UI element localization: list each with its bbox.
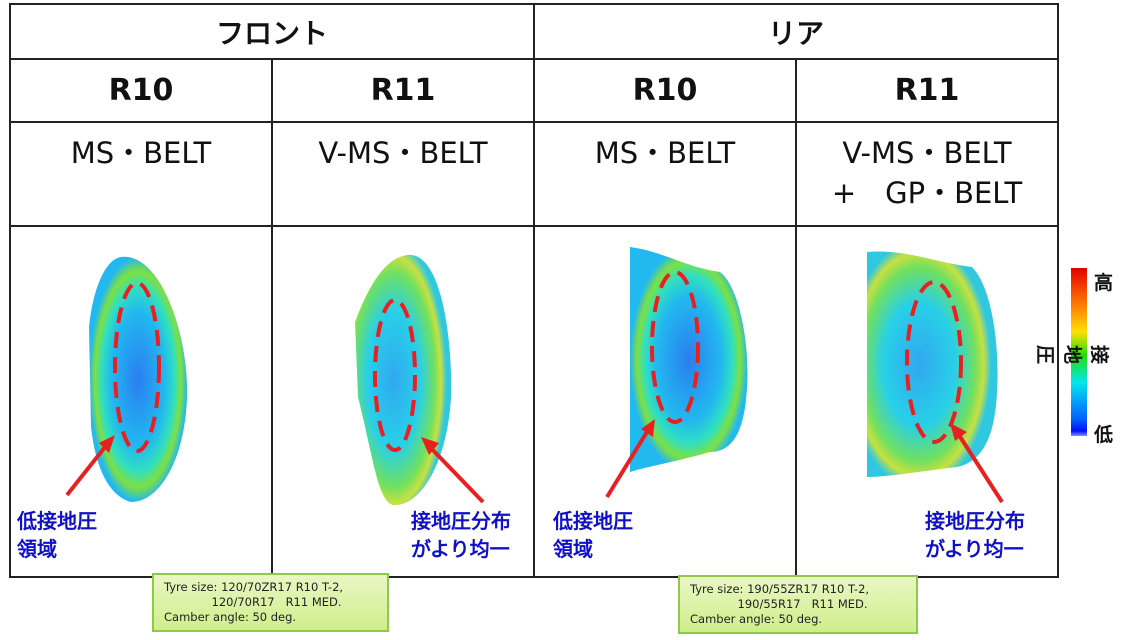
legend-label: 接地圧 — [1034, 345, 1110, 365]
note-front: Tyre size: 120/70ZR17 R10 T-2, 120/70R17… — [152, 573, 389, 632]
belt-front-r11: V-MS・BELT — [271, 121, 535, 227]
comparison-table: フロント リア R10 R11 R10 R11 MS・BELT V-MS・BEL… — [9, 3, 1059, 578]
legend-high: 高 — [1094, 272, 1114, 294]
header-front: フロント — [9, 3, 535, 60]
contact-image-rear-r10: 低接地圧 領域 — [533, 225, 797, 578]
belt-label-2: + GP・BELT — [831, 176, 1023, 210]
contact-patch-rear-r11 — [867, 251, 1004, 504]
low-pressure-label: 低接地圧 領域 — [17, 509, 97, 561]
uniform-pressure-label: 接地圧分布 がより均一 — [411, 509, 511, 561]
header-rear: リア — [533, 3, 1059, 60]
contact-patch-front-r11 — [355, 254, 485, 506]
belt-rear-r11: V-MS・BELT + GP・BELT — [795, 121, 1059, 227]
model-front-r11: R11 — [271, 58, 535, 123]
belt-label: V-MS・BELT — [842, 136, 1012, 170]
low-pressure-label: 低接地圧 領域 — [553, 509, 633, 561]
note-rear: Tyre size: 190/55ZR17 R10 T-2, 190/55R17… — [678, 575, 918, 634]
contact-patch-rear-r10 — [605, 247, 748, 499]
legend-low: 低 — [1094, 424, 1114, 446]
model-front-r10: R10 — [9, 58, 273, 123]
contact-image-front-r11: 接地圧分布 がより均一 — [271, 225, 535, 578]
belt-front-r10: MS・BELT — [9, 121, 273, 227]
belt-label: V-MS・BELT — [318, 136, 488, 170]
model-rear-r11: R11 — [795, 58, 1059, 123]
belt-rear-r10: MS・BELT — [533, 121, 797, 227]
model-rear-r10: R10 — [533, 58, 797, 123]
uniform-pressure-label: 接地圧分布 がより均一 — [925, 509, 1025, 561]
pressure-color-scale — [1071, 268, 1087, 436]
contact-image-rear-r11: 接地圧分布 がより均一 — [795, 225, 1059, 578]
belt-label: MS・BELT — [594, 136, 736, 170]
belt-label: MS・BELT — [70, 136, 212, 170]
contact-patch-front-r10 — [65, 256, 188, 502]
contact-image-front-r10: 低接地圧 領域 — [9, 225, 273, 578]
